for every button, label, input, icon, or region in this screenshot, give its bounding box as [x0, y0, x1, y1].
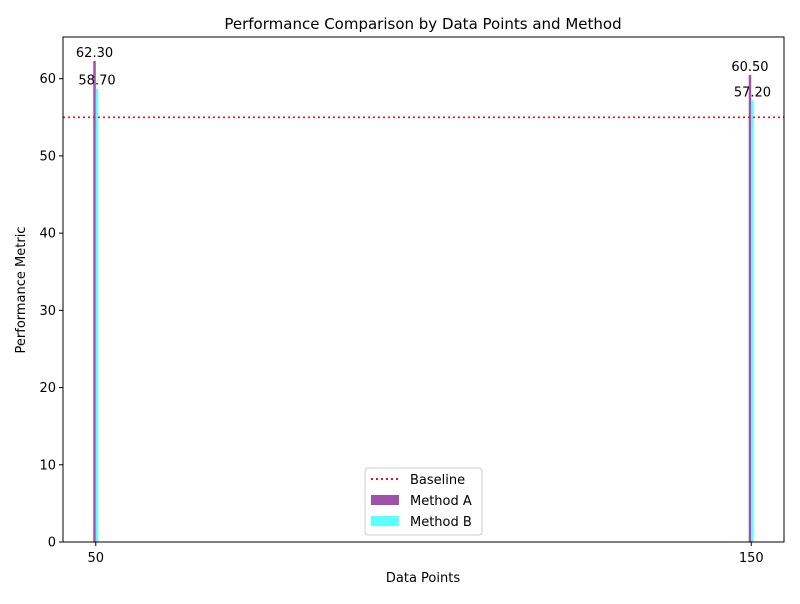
y-tick-label: 40 — [39, 227, 56, 242]
bar-method-b-150 — [751, 100, 754, 542]
y-tick-label: 60 — [39, 72, 56, 87]
y-tick-label: 50 — [39, 149, 56, 164]
legend-method-b-label: Method B — [410, 515, 472, 530]
legend: Baseline Method A Method B — [364, 467, 483, 536]
data-label-method-b-150: 57.20 — [734, 85, 771, 100]
plot-frame — [62, 36, 785, 543]
bar-method-b-50 — [95, 88, 99, 542]
data-label-method-a-50: 62.30 — [76, 46, 113, 61]
x-tick-label: 150 — [739, 551, 764, 566]
chart-title: Performance Comparison by Data Points an… — [224, 15, 621, 33]
bar-method-a-50 — [93, 60, 96, 542]
x-axis-label: Data Points — [386, 571, 460, 586]
data-label-method-b-50: 58.70 — [78, 74, 115, 89]
bar-method-a-150 — [748, 74, 752, 542]
y-tick-label: 0 — [48, 536, 56, 551]
y-tick-label: 30 — [39, 304, 56, 319]
plot-marks: 62.30 60.50 58.70 57.20 — [63, 46, 784, 542]
y-tick-label: 10 — [39, 458, 56, 473]
legend-method-a-label: Method A — [410, 494, 472, 509]
legend-baseline-label: Baseline — [410, 473, 465, 488]
legend-method-a-swatch — [371, 495, 399, 505]
y-tick-label: 20 — [39, 381, 56, 396]
axis-ticks: 0 10 20 30 40 50 60 50 150 — [39, 72, 763, 566]
y-axis-label: Performance Metric — [14, 227, 29, 354]
legend-method-b-swatch — [371, 516, 399, 526]
x-tick-label: 50 — [87, 551, 104, 566]
data-label-method-a-150: 60.50 — [731, 60, 768, 75]
